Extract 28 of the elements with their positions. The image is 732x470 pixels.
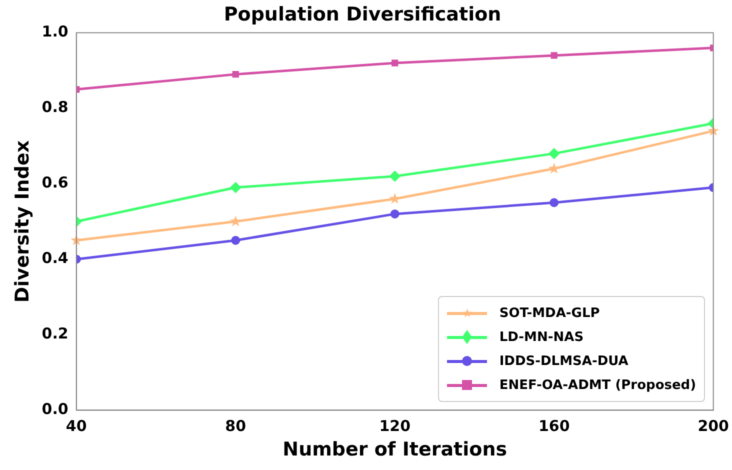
point — [550, 198, 559, 208]
y-tick-label: 0.4 — [42, 249, 68, 268]
y-tick-label: 1.0 — [42, 22, 68, 41]
y-tick-label: 0.8 — [42, 98, 68, 116]
point — [230, 216, 242, 226]
legend-label: ENEF-OA-ADMT (Proposed) — [499, 378, 696, 393]
x-tick-label: 80 — [225, 417, 246, 436]
point — [230, 182, 242, 194]
y-tick-label: 0.6 — [42, 174, 68, 192]
point — [231, 236, 240, 245]
point — [550, 52, 558, 59]
legend-label: LD-MN-NAS — [499, 330, 584, 345]
chart-title: Population Diversification — [224, 3, 502, 26]
point — [389, 170, 400, 182]
legend-label: IDDS-DLMSA-DUA — [499, 354, 628, 369]
x-tick-label: 40 — [66, 417, 87, 436]
point — [390, 209, 400, 218]
x-axis-title: Number of Iterations — [282, 438, 508, 461]
point — [548, 148, 560, 160]
y-tick-label: 0.2 — [42, 324, 68, 343]
x-tick-label: 160 — [538, 417, 570, 436]
legend-label: SOT-MDA-GLP — [499, 306, 600, 321]
y-tick-label: 0.0 — [42, 400, 68, 418]
x-tick-label: 200 — [698, 417, 729, 436]
point — [392, 60, 398, 66]
x-tick-label: 120 — [379, 417, 411, 436]
y-axis-title: Diversity Index — [11, 140, 34, 303]
point — [232, 70, 239, 78]
